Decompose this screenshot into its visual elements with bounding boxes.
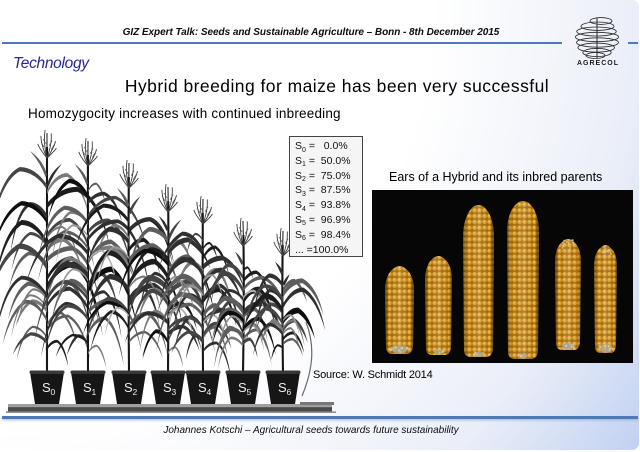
svg-text:6: 6 [287, 387, 292, 397]
svg-text:5: 5 [247, 387, 252, 397]
svg-text:S: S [42, 380, 51, 395]
svg-text:2: 2 [133, 387, 138, 397]
svg-text:S: S [163, 380, 172, 395]
svg-text:S: S [278, 380, 287, 395]
svg-text:S: S [83, 380, 92, 395]
svg-text:4: 4 [207, 387, 212, 397]
svg-text:S: S [198, 380, 207, 395]
svg-text:S: S [124, 380, 133, 395]
svg-text:0: 0 [51, 387, 56, 397]
svg-text:3: 3 [172, 387, 177, 397]
svg-text:S: S [238, 380, 247, 395]
svg-text:1: 1 [92, 387, 97, 397]
